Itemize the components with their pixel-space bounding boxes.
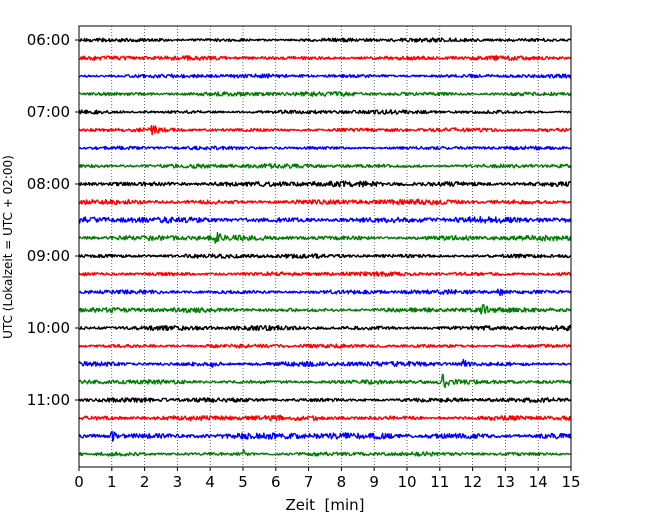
trace-1030 — [78, 358, 572, 368]
x-tick-label-12: 12 — [463, 473, 482, 491]
x-tick-label-6: 6 — [271, 473, 281, 491]
trace-0730 — [78, 145, 572, 151]
trace-1045 — [78, 373, 572, 389]
x-axis-label: Zeit [min] — [285, 496, 364, 514]
plot-frame — [78, 25, 572, 468]
trace-0745 — [78, 163, 572, 169]
x-tick-label-9: 9 — [369, 473, 379, 491]
trace-0845 — [78, 231, 572, 244]
y-tick-label-0800: 08:00 — [27, 175, 70, 193]
x-tick-label-3: 3 — [173, 473, 183, 491]
trace-1015 — [78, 343, 572, 349]
x-tick-label-4: 4 — [205, 473, 215, 491]
x-tick-label-2: 2 — [140, 473, 150, 491]
x-tick-label-10: 10 — [397, 473, 416, 491]
y-tick-label-0900: 09:00 — [27, 247, 70, 265]
trace-1130 — [78, 430, 572, 442]
trace-0945 — [78, 303, 572, 315]
x-tick-label-1: 1 — [107, 473, 117, 491]
trace-0930 — [78, 288, 572, 297]
trace-0700 — [78, 109, 572, 115]
trace-layer — [78, 37, 572, 457]
y-axis-label: UTC (Lokalzeit = UTC + 02:00) — [1, 155, 15, 339]
trace-1145 — [78, 448, 571, 457]
trace-0630 — [78, 73, 572, 79]
x-axis-ticks: 0 1 2 3 4 5 6 7 8 9 10 11 12 13 14 15 — [74, 467, 581, 491]
y-tick-label-0700: 07:00 — [27, 103, 70, 121]
trace-0600 — [78, 37, 572, 43]
y-tick-label-1100: 11:00 — [27, 391, 70, 409]
trace-0645 — [78, 91, 572, 97]
trace-0800 — [78, 180, 572, 188]
trace-0900 — [78, 253, 572, 259]
x-tick-label-11: 11 — [430, 473, 449, 491]
y-tick-label-1000: 10:00 — [27, 319, 70, 337]
x-tick-label-15: 15 — [561, 473, 580, 491]
trace-0615 — [78, 55, 572, 61]
y-tick-label-0600: 06:00 — [27, 31, 70, 49]
trace-0715 — [78, 124, 572, 136]
trace-1100 — [78, 397, 572, 404]
trace-0915 — [78, 271, 572, 277]
y-axis-ticks: 06:00 07:00 08:00 09:00 10:00 11:00 — [27, 31, 79, 409]
x-tick-label-0: 0 — [74, 473, 84, 491]
trace-0830 — [78, 215, 572, 224]
x-tick-label-8: 8 — [337, 473, 347, 491]
x-tick-label-13: 13 — [496, 473, 515, 491]
x-tick-label-14: 14 — [529, 473, 548, 491]
x-tick-label-7: 7 — [304, 473, 314, 491]
x-tick-label-5: 5 — [238, 473, 248, 491]
trace-1115 — [78, 414, 572, 422]
trace-0815 — [78, 198, 572, 206]
trace-1000 — [78, 324, 572, 332]
